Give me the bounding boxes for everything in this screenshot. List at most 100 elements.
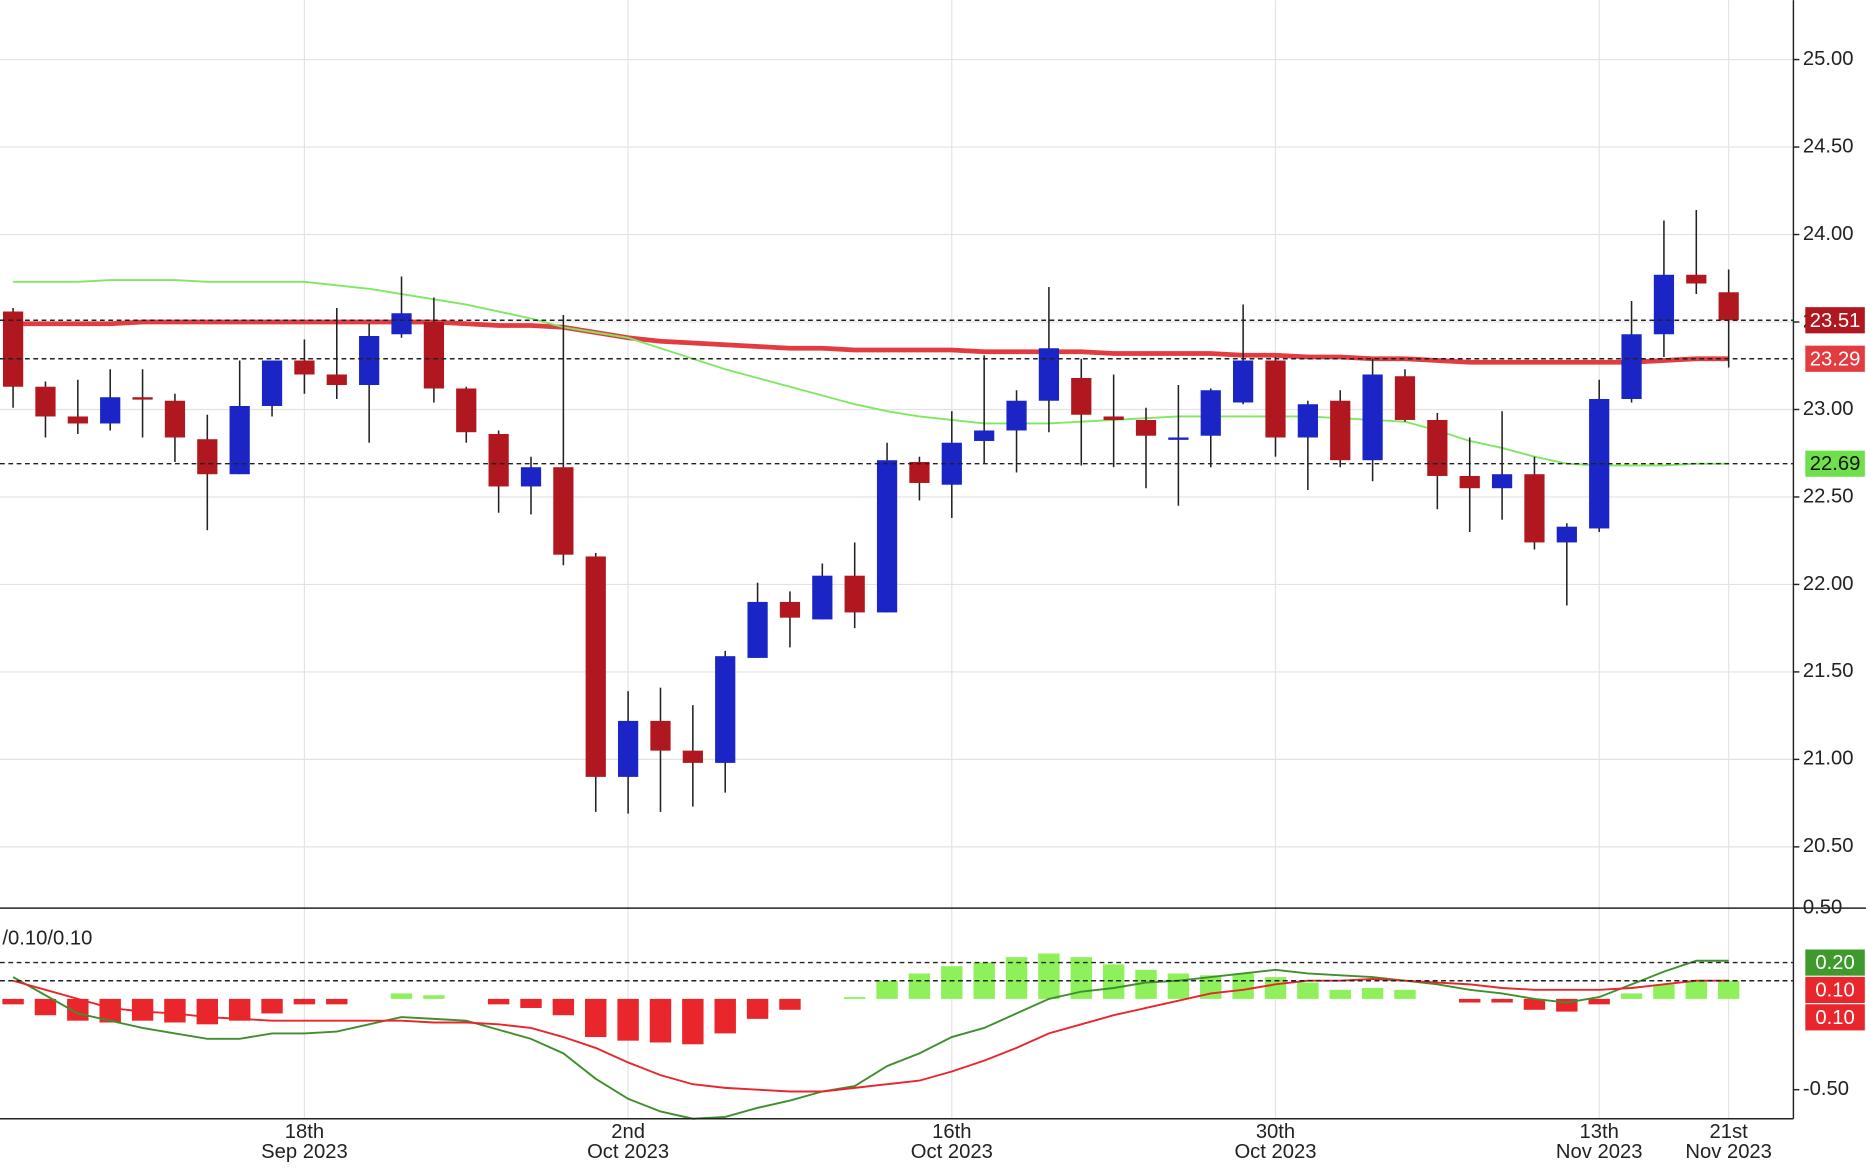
candle-body — [617, 720, 639, 777]
histogram-bar — [585, 998, 607, 1038]
histogram-bar — [1459, 998, 1481, 1003]
candle-body — [812, 575, 833, 620]
histogram-bar — [2, 998, 24, 1005]
histogram-bar — [552, 998, 575, 1016]
candle-body — [1103, 416, 1124, 420]
candle-body — [1686, 274, 1707, 284]
candle-body — [35, 386, 56, 417]
histogram-bar — [1620, 993, 1643, 999]
histogram-bar — [682, 998, 704, 1045]
histogram-bar — [390, 993, 413, 999]
histogram-bar — [1653, 984, 1675, 999]
candle-body — [1168, 437, 1189, 440]
value-tag-label: 0.10 — [1815, 1007, 1854, 1029]
value-tag — [1805, 949, 1865, 976]
histogram-bar — [1588, 998, 1610, 1005]
x-tick-label: 2nd Oct 2023 — [587, 1121, 669, 1163]
line-series — [13, 319, 1729, 365]
histogram-bar — [520, 998, 542, 1008]
candle-body — [747, 601, 768, 658]
candle-body — [164, 400, 186, 438]
histogram-bar — [617, 998, 639, 1041]
candle-body — [520, 467, 542, 487]
candle-body — [779, 601, 801, 618]
value-tag — [1805, 307, 1865, 334]
candle-body — [1233, 360, 1254, 403]
candle-body — [1006, 400, 1027, 431]
histogram-bar — [228, 998, 251, 1021]
histogram-bar — [714, 998, 736, 1034]
histogram-bar — [1394, 989, 1416, 999]
histogram-bar — [326, 998, 348, 1005]
candle-body — [876, 460, 898, 613]
histogram-bar — [487, 998, 510, 1005]
candle-body — [1718, 292, 1739, 321]
candle-body — [456, 388, 477, 433]
histogram-bar — [1167, 973, 1190, 999]
candle-body — [682, 750, 703, 763]
y-tick-label: 21.00 — [1803, 748, 1854, 770]
histogram-bar — [131, 998, 154, 1021]
histogram-bar — [746, 998, 769, 1019]
line-series — [12, 959, 1729, 1120]
candle-body — [2, 311, 24, 387]
value-tag-label: 0.20 — [1815, 952, 1854, 974]
candle-body — [1491, 474, 1513, 489]
candle-body — [294, 360, 315, 375]
candle-body — [359, 336, 380, 385]
candle-body — [261, 360, 283, 406]
y-tick-label: 20.50 — [1803, 835, 1854, 857]
candle-body — [391, 313, 412, 335]
candle-body — [1589, 398, 1610, 529]
histogram-bar — [649, 998, 672, 1043]
y-tick-label: 23.00 — [1803, 398, 1854, 420]
x-tick-label: 16th Oct 2023 — [911, 1121, 993, 1163]
candle-body — [1621, 334, 1642, 399]
histogram-bar — [1102, 964, 1125, 999]
value-tag-label: 23.29 — [1810, 348, 1861, 370]
histogram-bar — [1523, 998, 1546, 1010]
candle-body — [1038, 348, 1060, 401]
histogram-bar — [1038, 953, 1060, 999]
candle-body — [1071, 377, 1092, 415]
histogram-bar — [876, 980, 898, 999]
value-tag-label: 23.51 — [1810, 310, 1861, 332]
candle-body — [1297, 404, 1318, 438]
x-tick-label: 30th Oct 2023 — [1234, 1121, 1316, 1163]
y-tick-label: 24.50 — [1803, 135, 1854, 157]
value-tag — [1805, 976, 1865, 1004]
candle-body — [715, 656, 736, 763]
histogram-bar — [261, 998, 283, 1014]
histogram-bar — [1005, 957, 1028, 999]
candle-body — [1427, 419, 1448, 476]
candle-body — [1330, 400, 1351, 461]
y-tick-label: 22.50 — [1803, 485, 1854, 507]
candle-body — [1653, 274, 1675, 335]
value-tag-label: 22.69 — [1810, 453, 1861, 475]
histogram-bar — [1491, 998, 1513, 1003]
histogram-bar — [1070, 957, 1092, 999]
x-tick-label: 13th Nov 2023 — [1556, 1121, 1643, 1163]
histogram-bar — [423, 995, 445, 999]
candle-body — [1556, 526, 1577, 543]
candle-body — [423, 322, 445, 389]
y-tick-label: 24.00 — [1803, 223, 1854, 245]
candle-body — [650, 720, 671, 751]
histogram-bar — [1297, 982, 1319, 999]
candle-body — [585, 556, 606, 777]
candle-body — [909, 461, 930, 483]
candle-body — [229, 405, 250, 475]
histogram-bar — [34, 998, 57, 1016]
candle-body — [1524, 474, 1545, 543]
value-tag-label: 0.10 — [1815, 979, 1854, 1001]
histogram-bar — [941, 966, 963, 999]
histogram-bar — [779, 998, 801, 1010]
value-tag — [1805, 1004, 1865, 1031]
value-tag — [1805, 450, 1865, 477]
candle-body — [1135, 419, 1157, 436]
candle-body — [1362, 374, 1383, 461]
histogram-bar — [1232, 973, 1254, 999]
histogram-bar — [1264, 977, 1287, 999]
y-tick-label: 22.00 — [1803, 573, 1854, 595]
